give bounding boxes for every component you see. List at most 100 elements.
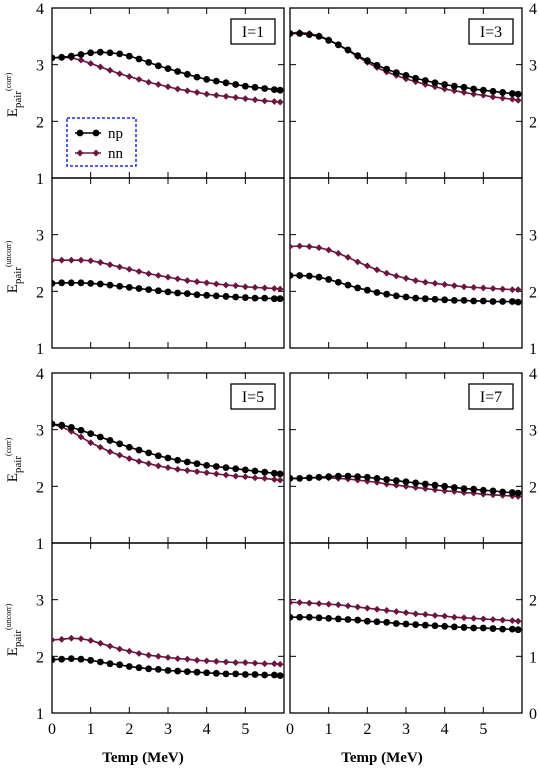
- point-np: [296, 613, 304, 621]
- annotation-box: [230, 383, 276, 410]
- point-np: [373, 475, 381, 482]
- point-nn: [145, 460, 153, 468]
- point-nn: [193, 468, 201, 475]
- point-nn: [460, 283, 468, 291]
- point-np: [212, 292, 220, 300]
- point-np: [315, 614, 323, 622]
- point-np: [489, 487, 497, 495]
- point-np: [402, 293, 410, 301]
- annotation-label: I=5: [242, 389, 264, 406]
- point-np: [305, 613, 313, 621]
- point-np: [412, 621, 420, 628]
- x-tick-label: 0: [48, 721, 56, 738]
- point-np: [125, 283, 133, 291]
- point-nn: [290, 599, 294, 606]
- panel-second-right: 1 2 3: [289, 177, 537, 358]
- panel-top-left: 1 2 3 4 I=1: [36, 1, 285, 188]
- point-np: [125, 663, 133, 670]
- point-nn: [125, 455, 133, 462]
- point-np: [96, 280, 104, 288]
- point-np: [106, 660, 114, 668]
- point-nn: [203, 279, 211, 287]
- point-nn: [373, 266, 381, 274]
- point-np: [125, 52, 133, 60]
- series-nn: [290, 242, 522, 294]
- y-tick-label: 3: [529, 228, 537, 245]
- point-np: [460, 624, 468, 631]
- point-np: [296, 30, 304, 37]
- point-np: [174, 667, 182, 675]
- point-np: [460, 485, 468, 492]
- point-nn: [193, 89, 201, 96]
- point-nn: [261, 475, 269, 482]
- ylabel-corr-lower: Epair(corr): [4, 437, 24, 482]
- point-np: [116, 440, 124, 448]
- point-np: [363, 473, 371, 481]
- point-nn: [270, 476, 278, 483]
- point-nn: [251, 474, 259, 482]
- point-np: [460, 297, 468, 304]
- point-np: [373, 61, 381, 69]
- point-np: [344, 616, 352, 623]
- point-np: [261, 294, 269, 302]
- x-tick-label: 0: [286, 721, 294, 738]
- point-np: [514, 298, 522, 306]
- point-np: [96, 48, 104, 56]
- point-np: [174, 289, 182, 297]
- point-nn: [116, 645, 124, 653]
- point-nn: [489, 93, 497, 101]
- point-nn: [489, 491, 497, 499]
- x-tick-label: 4: [203, 721, 211, 738]
- series-np: [52, 279, 284, 303]
- point-np: [470, 624, 478, 632]
- annotation-label: I=1: [242, 24, 264, 41]
- point-np: [241, 671, 249, 678]
- y-tick-label: 2: [36, 479, 44, 496]
- point-nn: [450, 282, 458, 290]
- panel-frame: [51, 542, 285, 714]
- point-np: [183, 458, 191, 466]
- point-nn: [164, 654, 172, 661]
- point-nn: [96, 639, 104, 647]
- ylabel-uncorr-upper: Epair(uncorr): [4, 240, 24, 293]
- point-nn: [164, 273, 172, 281]
- point-np: [67, 655, 75, 662]
- point-np: [241, 294, 249, 301]
- point-nn: [460, 614, 468, 622]
- point-nn: [412, 277, 420, 284]
- point-np: [96, 433, 104, 441]
- point-nn: [212, 658, 220, 665]
- point-np: [489, 625, 497, 632]
- point-np: [344, 46, 352, 54]
- panel-third-right: 2 3 4 I=7: [289, 366, 537, 544]
- point-nn: [116, 263, 124, 271]
- point-np: [87, 280, 95, 287]
- y-tick-label: 2: [529, 284, 537, 301]
- point-nn: [392, 272, 400, 280]
- y-tick-label: 2: [529, 114, 537, 131]
- point-np: [470, 85, 478, 93]
- point-np: [212, 77, 220, 85]
- point-nn: [470, 614, 478, 622]
- point-nn: [305, 599, 313, 607]
- point-np: [87, 49, 95, 57]
- point-np: [212, 463, 220, 470]
- point-np: [508, 90, 516, 97]
- point-nn: [77, 56, 85, 64]
- point-nn: [87, 439, 95, 447]
- point-np: [251, 467, 259, 475]
- point-np: [354, 284, 362, 292]
- point-np: [325, 614, 333, 622]
- point-nn: [412, 610, 420, 618]
- point-nn: [106, 261, 114, 269]
- point-nn: [232, 94, 240, 101]
- point-np: [87, 656, 95, 664]
- point-np: [145, 59, 153, 66]
- x-tick-label: 1: [87, 721, 95, 738]
- point-np: [470, 485, 478, 493]
- point-np: [431, 295, 439, 303]
- point-np: [135, 664, 143, 672]
- point-nn: [154, 81, 162, 88]
- legend-label-nn: nn: [108, 146, 124, 162]
- x-tick-label: 2: [363, 721, 371, 738]
